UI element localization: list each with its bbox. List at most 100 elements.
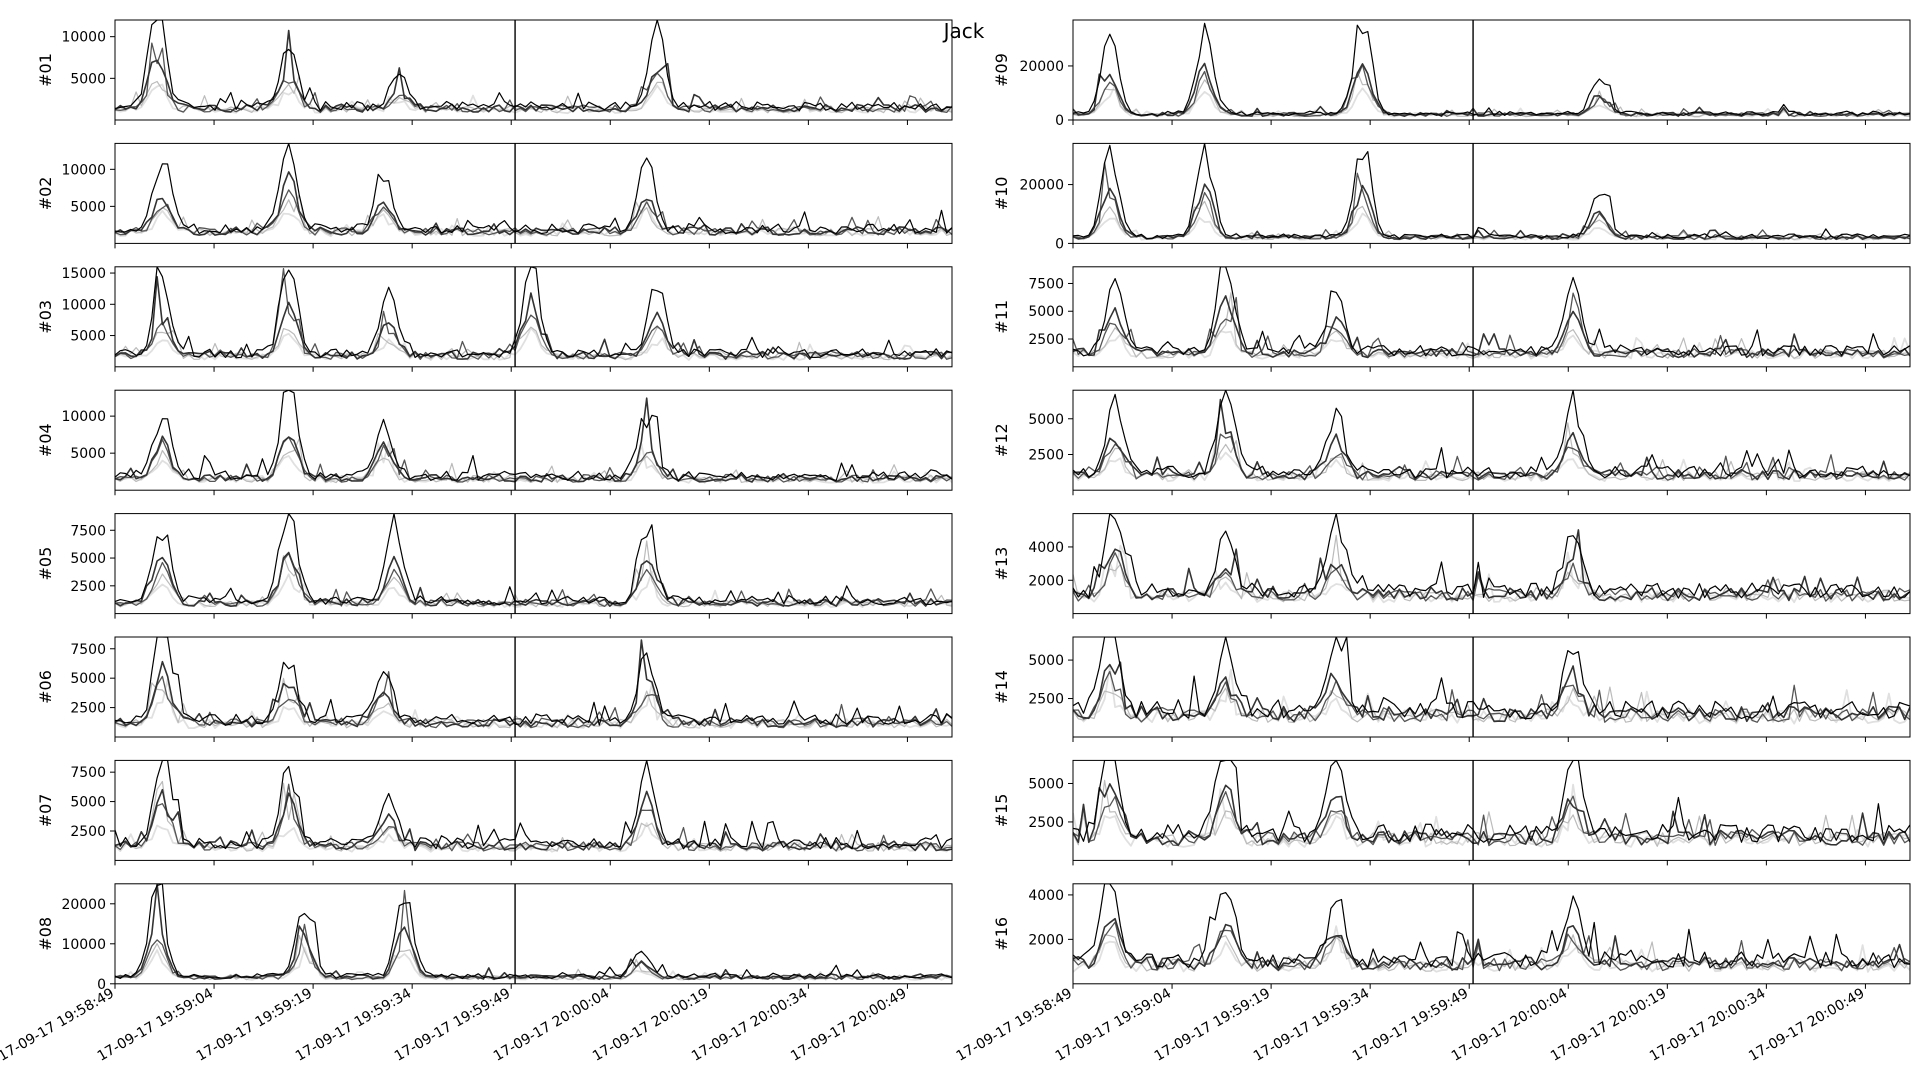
y-tick-label: 15000: [61, 266, 106, 282]
y-tick-label: 10000: [61, 297, 106, 313]
series-line-2: [115, 275, 952, 360]
panel-2: 5000 10000 #02: [36, 142, 953, 249]
y-axis-label: #08: [36, 917, 55, 951]
series-line-1: [1073, 266, 1910, 357]
series-line-1: [115, 637, 952, 726]
y-tick-label: 2500: [70, 701, 106, 717]
series-line-3: [1073, 292, 1910, 359]
y-axis-label: #07: [36, 794, 55, 828]
series-line-3: [115, 436, 952, 483]
axes-frame: [1072, 883, 1911, 985]
y-tick-label: 7500: [70, 523, 106, 539]
y-tick-label: 5000: [1028, 653, 1064, 669]
axes-frame: [1072, 636, 1911, 738]
y-tick-label: 10000: [61, 162, 106, 178]
series-line-1: [1073, 390, 1910, 479]
y-tick-label: 5000: [70, 671, 106, 687]
axes-frame: [114, 636, 953, 738]
series-line-1: [115, 20, 952, 112]
figure-title: Jack: [942, 19, 985, 43]
series-line-3: [115, 189, 952, 236]
series-line-3: [115, 889, 952, 981]
series-line-2: [115, 29, 952, 113]
series-line-2: [1073, 183, 1910, 241]
y-tick-label: 2500: [70, 824, 106, 840]
series-line-2: [115, 788, 952, 852]
y-axis-label: #05: [36, 547, 55, 581]
axes-frame: [1072, 389, 1911, 491]
series-line-5: [1073, 330, 1910, 360]
y-tick-label: 5000: [70, 329, 106, 345]
series-line-4: [115, 326, 952, 361]
axes-frame: [1072, 513, 1911, 615]
series-line-3: [1073, 433, 1910, 481]
axes-frame: [114, 759, 953, 861]
axes-frame: [114, 142, 953, 244]
series-line-4: [115, 934, 952, 981]
series-line-3: [115, 671, 952, 729]
axes-frame: [114, 19, 953, 121]
series-line-3: [115, 268, 952, 360]
panel-13: 2000 4000 #13: [992, 513, 1911, 619]
y-axis-label: #02: [36, 177, 55, 211]
y-tick-label: 5000: [1028, 412, 1064, 428]
panel-4: 5000 10000 #04: [36, 389, 953, 496]
y-tick-label: 5000: [70, 71, 106, 87]
axes-frame: [1072, 19, 1911, 121]
y-axis-label: #11: [992, 300, 1011, 334]
panel-15: 2500 5000 #15: [992, 759, 1911, 866]
y-tick-label: 2500: [1028, 692, 1064, 708]
y-tick-label: 2000: [1028, 573, 1064, 589]
series-line-1: [1073, 883, 1910, 969]
y-axis-label: #13: [992, 547, 1011, 581]
panel-6: 2500 5000 7500 #06: [36, 636, 953, 742]
panels-group: 5000 10000 #01 5000 10000 #02 5000 10000 15000 #0…: [0, 19, 1911, 1065]
y-tick-label: 2500: [70, 579, 106, 595]
axes-frame: [1072, 266, 1911, 368]
axes-frame: [114, 389, 953, 491]
y-tick-label: 10000: [61, 30, 106, 46]
series-line-2: [1073, 62, 1910, 117]
series-line-4: [115, 438, 952, 484]
y-tick-label: 20000: [1019, 59, 1064, 75]
series-line-1: [1073, 637, 1910, 720]
y-tick-label: 5000: [70, 446, 106, 462]
series-line-1: [115, 390, 952, 482]
y-axis-label: #09: [992, 53, 1011, 87]
axes-frame: [114, 883, 953, 985]
y-tick-label: 0: [1055, 236, 1064, 252]
series-line-2: [115, 397, 952, 483]
axes-frame: [114, 266, 953, 368]
series-line-5: [1073, 84, 1910, 118]
y-tick-label: 7500: [70, 642, 106, 658]
y-tick-label: 20000: [61, 897, 106, 913]
y-tick-label: 5000: [1028, 776, 1064, 792]
y-axis-label: #16: [992, 917, 1011, 951]
y-axis-label: #10: [992, 177, 1011, 211]
panel-9: 0 20000 #09: [992, 19, 1911, 129]
y-axis-label: #04: [36, 423, 55, 457]
y-axis-label: #12: [992, 423, 1011, 457]
series-line-4: [1073, 534, 1910, 603]
y-axis-label: #01: [36, 53, 55, 87]
y-axis-label: #03: [36, 300, 55, 334]
y-tick-label: 2500: [1028, 815, 1064, 831]
y-tick-label: 10000: [61, 937, 106, 953]
y-tick-label: 2500: [1028, 332, 1064, 348]
y-tick-label: 7500: [70, 765, 106, 781]
panel-10: 0 20000 #10: [992, 142, 1911, 252]
y-tick-label: 5000: [70, 795, 106, 811]
panel-3: 5000 10000 15000 #03: [36, 266, 953, 372]
y-tick-label: 5000: [70, 199, 106, 215]
series-line-4: [115, 194, 952, 237]
series-line-1: [115, 513, 952, 606]
series-line-2: [1073, 917, 1910, 971]
y-tick-label: 4000: [1028, 888, 1064, 904]
y-tick-label: 5000: [1028, 304, 1064, 320]
y-axis-label: #15: [992, 794, 1011, 828]
series-line-4: [1073, 292, 1910, 359]
panel-14: 2500 5000 #14: [992, 636, 1911, 742]
